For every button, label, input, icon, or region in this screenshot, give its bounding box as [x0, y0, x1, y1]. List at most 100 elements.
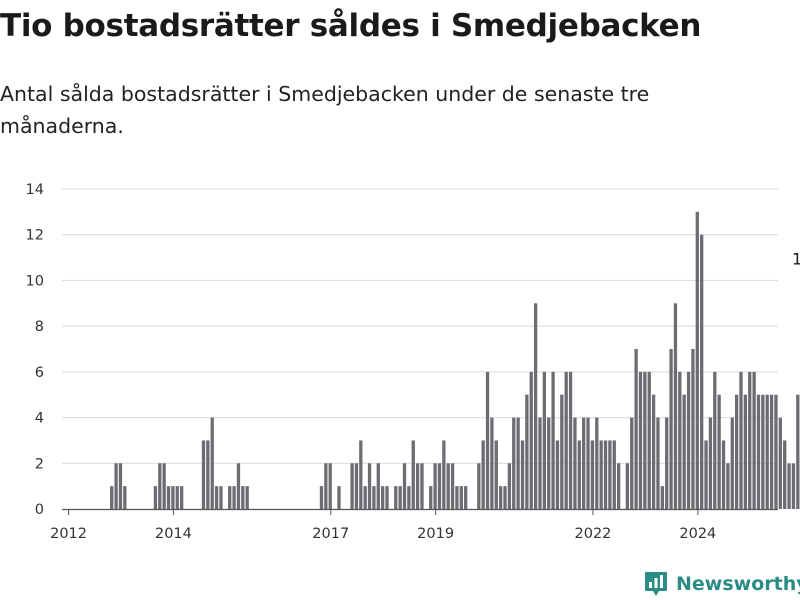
bar — [485, 371, 490, 509]
bar — [114, 463, 118, 509]
bar — [503, 486, 507, 509]
bar — [324, 463, 328, 509]
bar — [595, 417, 599, 509]
bar — [695, 211, 699, 510]
bar — [586, 417, 590, 509]
bar — [538, 417, 542, 509]
bar — [367, 463, 372, 509]
bar — [455, 486, 459, 509]
x-tick-label: 2019 — [417, 526, 454, 542]
bar — [713, 371, 717, 509]
bar — [179, 486, 184, 509]
bar — [660, 486, 664, 509]
bar — [555, 440, 560, 509]
bar — [437, 463, 442, 509]
bar — [647, 371, 651, 509]
bar — [394, 486, 398, 509]
bar — [625, 463, 630, 509]
bar — [590, 440, 595, 509]
bar — [542, 371, 546, 509]
bar — [669, 349, 673, 509]
bar — [769, 394, 774, 509]
bar — [739, 371, 743, 509]
bar — [206, 440, 210, 509]
data-label: 10 — [792, 249, 800, 268]
bar — [634, 349, 638, 509]
x-tick-label: 2024 — [679, 526, 716, 542]
bar — [582, 417, 586, 509]
bar — [429, 486, 433, 509]
bar — [721, 440, 726, 509]
bar — [638, 371, 643, 509]
bar — [704, 440, 708, 509]
bar — [573, 417, 577, 509]
bar — [450, 463, 455, 509]
bar — [420, 463, 424, 509]
bar — [459, 486, 463, 509]
bar — [411, 440, 415, 509]
bar — [219, 486, 223, 509]
bar — [568, 371, 573, 509]
y-tick-label: 10 — [26, 273, 44, 289]
bar — [158, 463, 162, 509]
bar — [730, 417, 734, 509]
brand-logo: Newsworthy — [644, 568, 800, 600]
bar — [630, 417, 634, 509]
bar — [678, 371, 682, 509]
bar — [665, 417, 669, 509]
bar — [603, 440, 608, 509]
bar — [791, 463, 796, 509]
bars — [110, 211, 800, 510]
bar — [446, 463, 450, 509]
bar — [490, 417, 494, 509]
bar — [319, 486, 324, 509]
bar — [442, 440, 446, 509]
bar — [778, 417, 782, 509]
bar — [494, 440, 498, 509]
bar — [201, 440, 206, 509]
x-tick-label: 2012 — [50, 526, 87, 542]
bar — [359, 440, 363, 509]
bar — [433, 463, 437, 509]
bar — [350, 463, 354, 509]
bar — [577, 440, 581, 509]
bar — [748, 371, 752, 509]
y-axis-tick-labels: 0 2 4 6 8 10 12 14 — [26, 182, 44, 518]
bar — [700, 234, 704, 509]
bar — [376, 463, 380, 509]
y-tick-label: 4 — [35, 411, 44, 427]
bar — [337, 486, 341, 509]
bar — [477, 463, 481, 509]
bar — [656, 417, 660, 509]
bar — [612, 440, 616, 509]
bar — [407, 486, 411, 509]
bar — [171, 486, 175, 509]
bar — [415, 463, 420, 509]
bar — [643, 371, 647, 509]
bar — [499, 486, 503, 509]
x-tick-label: 2022 — [575, 526, 612, 542]
bar — [787, 463, 791, 509]
data-labels: 10 — [792, 249, 800, 268]
y-tick-label: 6 — [35, 365, 44, 381]
bar — [564, 371, 568, 509]
bar — [232, 486, 236, 509]
x-axis-ticks: 2012 2014 2017 2019 2022 2024 — [50, 509, 716, 542]
bar — [354, 463, 359, 509]
bar — [162, 463, 166, 509]
bar — [599, 440, 603, 509]
y-tick-label: 12 — [26, 228, 44, 244]
bar — [608, 440, 612, 509]
bar — [385, 486, 389, 509]
bar — [464, 486, 468, 509]
bar — [560, 394, 564, 509]
y-tick-label: 0 — [35, 502, 44, 518]
bar — [381, 486, 385, 509]
chart-subtitle: Antal sålda bostadsrätter i Smedjebacken… — [0, 82, 650, 138]
bar — [214, 486, 219, 509]
x-tick-label: 2014 — [155, 526, 192, 542]
bar — [686, 371, 691, 509]
bar — [691, 349, 695, 509]
bar — [236, 463, 241, 509]
bar — [533, 303, 538, 509]
